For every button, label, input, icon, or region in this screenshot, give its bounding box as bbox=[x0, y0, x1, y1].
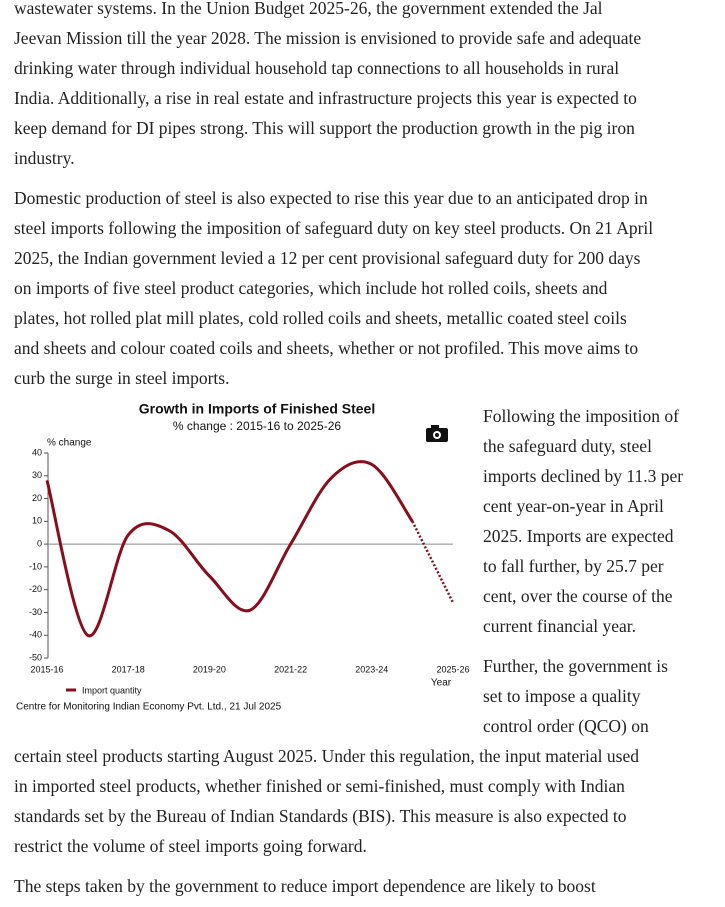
y-tick-label: 40 bbox=[32, 447, 42, 457]
text-line: cent, over the course of the bbox=[483, 586, 673, 606]
text-line: plates, hot rolled plat mill plates, col… bbox=[14, 308, 627, 328]
text-line: imports declined by 11.3 per bbox=[483, 466, 684, 486]
text-line: Further, the government is bbox=[483, 656, 668, 676]
text-line: steel imports following the imposition o… bbox=[14, 218, 654, 238]
y-tick-label: -10 bbox=[29, 561, 42, 571]
y-tick-label: 0 bbox=[37, 538, 42, 548]
text-line: restrict the volume of steel imports goi… bbox=[14, 836, 367, 856]
text-line: 2025, the Indian government levied a 12 … bbox=[14, 248, 641, 268]
text-line: The steps taken by the government to red… bbox=[14, 876, 596, 896]
text-line: Domestic production of steel is also exp… bbox=[14, 188, 648, 208]
text-line: 2025. Imports are expected bbox=[483, 526, 674, 546]
text-line: standards set by the Bureau of Indian St… bbox=[14, 806, 627, 826]
y-tick-label: -20 bbox=[29, 584, 42, 594]
text-line: Following the imposition of bbox=[483, 406, 679, 426]
x-tick-label: 2015-16 bbox=[30, 664, 63, 674]
text-line: set to impose a quality bbox=[483, 686, 641, 706]
text-line: wastewater systems. In the Union Budget … bbox=[14, 0, 603, 18]
text-line: India. Additionally, a rise in real esta… bbox=[14, 88, 637, 108]
text-line: current financial year. bbox=[483, 616, 637, 636]
series-line bbox=[45, 460, 414, 637]
chart-title: Growth in Imports of Finished Steel bbox=[139, 401, 375, 417]
text-line: control order (QCO) on bbox=[483, 716, 649, 736]
text-line: keep demand for DI pipes strong. This wi… bbox=[14, 118, 635, 138]
x-tick-label: 2019-20 bbox=[193, 664, 226, 674]
x-tick-label: 2017-18 bbox=[112, 664, 145, 674]
text-line: to fall further, by 25.7 per bbox=[483, 556, 664, 576]
chart: Growth in Imports of Finished Steel % ch… bbox=[14, 400, 474, 715]
text-line: cent year-on-year in April bbox=[483, 496, 664, 516]
chart-subtitle: % change : 2015-16 to 2025-26 bbox=[173, 419, 341, 433]
legend-label: Import quantity bbox=[82, 685, 142, 695]
text-line: drinking water through individual househ… bbox=[14, 58, 620, 78]
text-line: industry. bbox=[14, 148, 75, 168]
y-tick-label: -50 bbox=[29, 652, 42, 662]
x-tick-label: 2023-24 bbox=[355, 664, 388, 674]
x-tick-label: 2025-26 bbox=[436, 664, 469, 674]
text-line: Jeevan Mission till the year 2028. The m… bbox=[14, 28, 642, 48]
text-line: certain steel products starting August 2… bbox=[14, 746, 640, 766]
chart-source: Centre for Monitoring Indian Economy Pvt… bbox=[16, 702, 282, 713]
text-line: in imported steel products, whether fini… bbox=[14, 776, 625, 796]
y-tick-label: 10 bbox=[32, 516, 42, 526]
text-line: and sheets and colour coated coils and s… bbox=[14, 338, 639, 358]
y-axis-label: % change bbox=[47, 438, 92, 449]
camera-icon[interactable] bbox=[426, 425, 448, 442]
y-tick-label: 30 bbox=[32, 470, 42, 480]
y-tick-label: -40 bbox=[29, 630, 42, 640]
text-line: the safeguard duty, steel bbox=[483, 436, 652, 456]
y-tick-label: 20 bbox=[32, 493, 42, 503]
series-projection bbox=[411, 520, 455, 604]
x-axis-label: Year bbox=[431, 678, 452, 689]
x-tick-label: 2021-22 bbox=[274, 664, 307, 674]
text-line: curb the surge in steel imports. bbox=[14, 368, 230, 388]
y-tick-label: -30 bbox=[29, 607, 42, 617]
text-line: on imports of five steel product categor… bbox=[14, 278, 608, 298]
